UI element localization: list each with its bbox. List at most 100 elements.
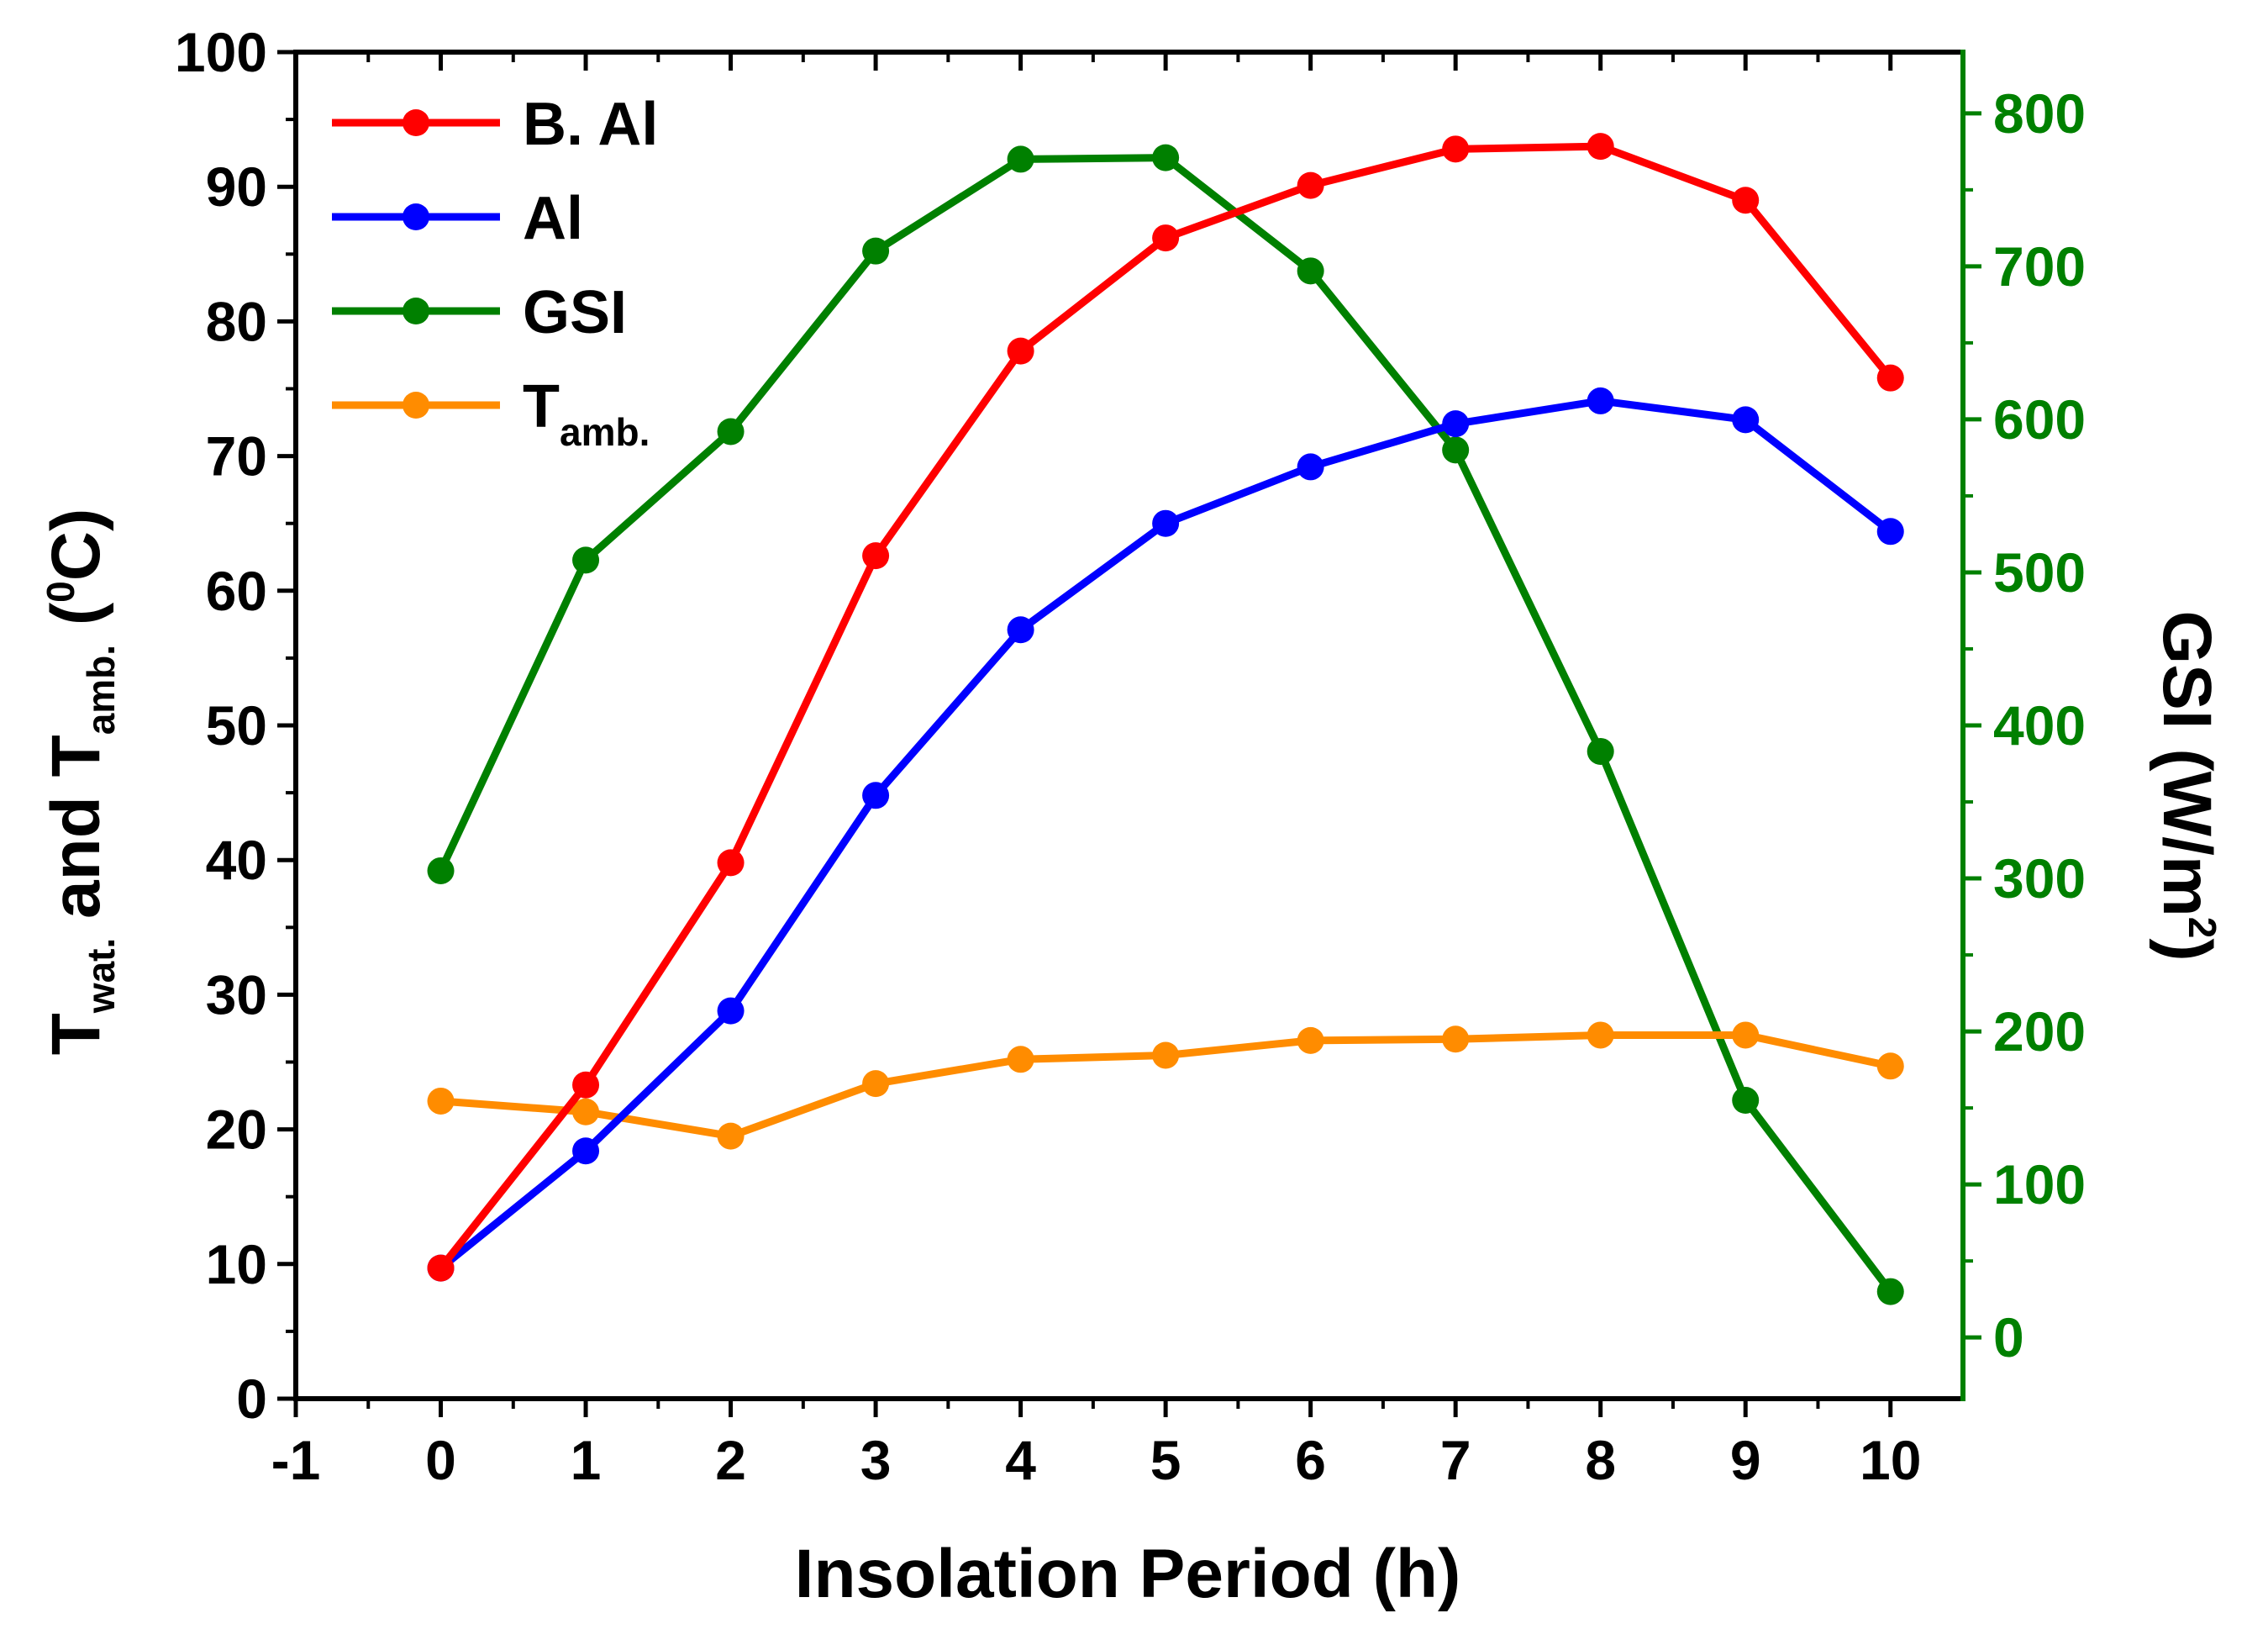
left-y-tick-label: 100: [175, 21, 267, 83]
x-tick-label: 5: [1150, 1429, 1181, 1491]
right-y-title-main: GSI (W/m: [2149, 610, 2225, 916]
left-y-title-close: C): [38, 509, 114, 582]
x-tick-label: 4: [1005, 1429, 1036, 1491]
left-y-tick-label: 40: [206, 829, 267, 891]
left-y-tick-label: 0: [236, 1368, 267, 1430]
data-point-al: [1442, 410, 1470, 438]
left-y-tick-label: 10: [206, 1233, 267, 1295]
x-tick-label: 0: [425, 1429, 456, 1491]
right-y-title-close: ): [2149, 938, 2225, 961]
data-point-b-al: [862, 542, 890, 570]
data-point-gsi: [1442, 436, 1470, 464]
x-tick-label: 9: [1730, 1429, 1761, 1491]
x-tick-label: 1: [571, 1429, 602, 1491]
left-y-axis-title: Twat. and Tamb. (0C): [38, 509, 123, 1056]
data-point-gsi: [572, 546, 600, 574]
axes-layer: -1 0 1 2 3 4 5 6 7 8 9 1001020304050607080901000100…: [175, 21, 2086, 1491]
data-point-gsi: [717, 418, 745, 445]
left-y-title-mid: and T: [38, 735, 114, 937]
left-y-tick-label: 80: [206, 290, 267, 352]
right-y-tick-label: 100: [1993, 1153, 2086, 1215]
x-tick-label: 7: [1440, 1429, 1471, 1491]
series-line-b-al: [437, 142, 1894, 1271]
data-point-gsi: [427, 857, 455, 884]
left-y-tick-label: 60: [206, 560, 267, 622]
series-layer: [427, 133, 1904, 1305]
right-y-tick-label: 600: [1993, 388, 2086, 451]
data-point-al: [1876, 518, 1904, 546]
left-y-tick-label: 70: [206, 425, 267, 488]
data-point-al: [572, 1137, 600, 1165]
right-y-title-sup: 2: [2181, 917, 2224, 939]
right-y-tick-label: 0: [1993, 1306, 2024, 1368]
left-y-tick-label: 50: [206, 694, 267, 757]
data-point-gsi: [1297, 257, 1324, 285]
data-point-gsi: [862, 237, 890, 265]
left-y-title-open: (: [38, 602, 114, 645]
legend-label-gsi: GSI: [523, 279, 627, 346]
data-point-t: [427, 1087, 455, 1115]
data-point-al: [862, 782, 890, 809]
data-point-gsi: [1876, 1278, 1904, 1305]
x-tick-label: 2: [715, 1429, 746, 1491]
data-point-al: [1007, 616, 1034, 644]
data-point-b-al: [1587, 133, 1614, 161]
x-tick-label: -1: [271, 1429, 321, 1491]
data-point-t: [717, 1122, 745, 1150]
data-point-b-al: [1297, 171, 1324, 199]
data-point-t: [1732, 1021, 1760, 1049]
data-point-t: [572, 1098, 600, 1126]
legend-label-b-al: B. Al: [523, 91, 658, 158]
data-point-t: [1297, 1026, 1324, 1054]
legend: B. Al Al GSI Tamb.: [332, 91, 658, 454]
legend-marker-t: [403, 392, 429, 419]
data-point-b-al: [1876, 364, 1904, 392]
data-point-gsi: [1587, 737, 1614, 765]
x-tick-label: 10: [1860, 1429, 1921, 1491]
left-y-tick-label: 20: [206, 1099, 267, 1161]
data-point-t: [1587, 1021, 1614, 1049]
data-point-t: [1442, 1025, 1470, 1053]
data-point-al: [1152, 509, 1180, 537]
legend-marker-b-al: [403, 109, 429, 136]
left-y-title-sup: 0: [39, 581, 82, 603]
right-y-tick-label: 800: [1993, 82, 2086, 145]
data-point-b-al: [1442, 135, 1470, 163]
data-point-t: [1876, 1052, 1904, 1080]
data-point-b-al: [1732, 187, 1760, 214]
data-point-al: [717, 997, 745, 1025]
data-point-t: [1152, 1041, 1180, 1069]
data-point-b-al: [572, 1071, 600, 1099]
data-point-t: [1007, 1046, 1034, 1073]
right-y-tick-label: 300: [1993, 847, 2086, 909]
right-y-axis-title: GSI (W/m2): [2149, 610, 2225, 961]
data-point-al: [1297, 453, 1324, 481]
legend-label-al: Al: [523, 185, 583, 252]
data-point-gsi: [1007, 145, 1034, 173]
x-tick-label: 6: [1295, 1429, 1326, 1491]
left-y-tick-label: 90: [206, 156, 267, 218]
left-y-tick-label: 30: [206, 963, 267, 1025]
left-y-title-sub2: amb.: [79, 645, 123, 735]
x-axis-title: Insolation Period (h): [795, 1536, 1461, 1612]
right-y-tick-label: 700: [1993, 235, 2086, 298]
legend-label-t: Tamb.: [523, 373, 650, 454]
x-tick-label: 8: [1585, 1429, 1616, 1491]
data-point-gsi: [1732, 1087, 1760, 1115]
data-point-b-al: [717, 849, 745, 877]
legend-marker-gsi: [403, 298, 429, 324]
axis-labels: Insolation Period (h) Twat. and Tamb. (0…: [38, 509, 2225, 1612]
data-point-b-al: [427, 1254, 455, 1282]
right-y-tick-label: 500: [1993, 541, 2086, 604]
legend-marker-al: [403, 203, 429, 230]
left-y-title-t1: T: [38, 1013, 114, 1055]
left-y-title-sub1: wat.: [79, 938, 123, 1014]
right-y-tick-label: 400: [1993, 694, 2086, 757]
data-point-t: [862, 1070, 890, 1098]
right-y-tick-label: 200: [1993, 1000, 2086, 1062]
data-point-b-al: [1007, 337, 1034, 365]
data-point-al: [1587, 387, 1614, 414]
x-tick-label: 3: [860, 1429, 892, 1491]
data-point-al: [1732, 406, 1760, 434]
